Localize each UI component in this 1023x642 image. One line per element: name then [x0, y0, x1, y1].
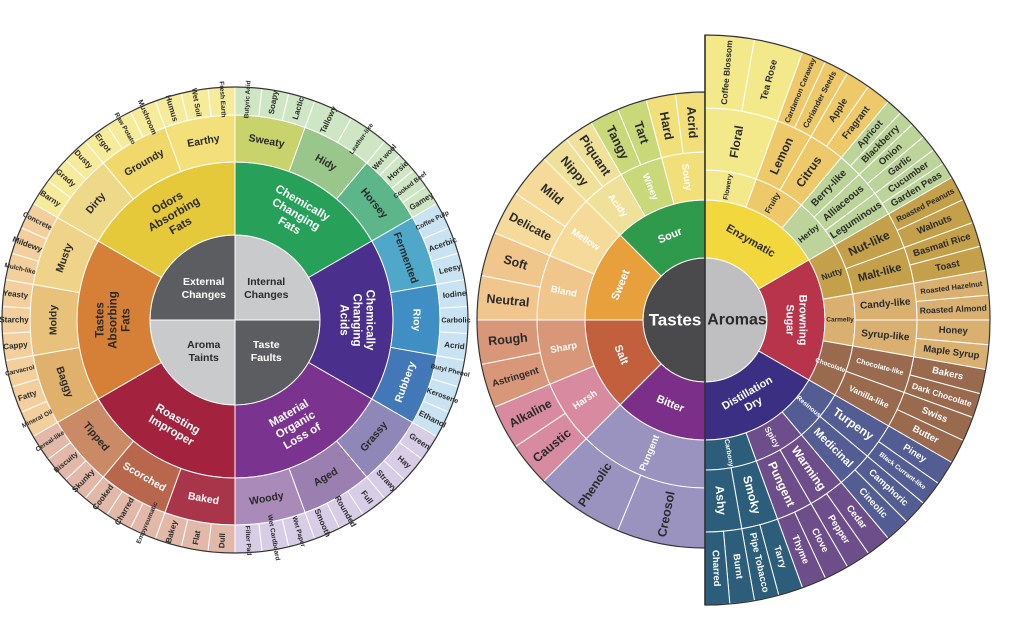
center-label-internal-changes: Changes [244, 289, 289, 301]
sub-label-baked: Baked [187, 490, 220, 507]
aroma-sub-label-carbony: Carbony [723, 439, 735, 468]
defects-outline [1, 86, 469, 554]
sub-label-woody: Woody [248, 490, 285, 508]
center-label-aroma-taints: Taints [189, 352, 219, 364]
group-label-acids-changing-chemically: Changing [351, 293, 363, 346]
aroma-sub-label-carmelly: Carmelly [826, 317, 854, 324]
aroma-item-label-burnt: Burnt [730, 553, 744, 580]
center-label-taste-faults: Faults [251, 352, 282, 364]
item-label-dull: Dull [217, 533, 227, 549]
group-label-fats-absorbing-tastes: Tastes [94, 302, 106, 338]
aroma-mid-label-candy-like: Candy-like [860, 297, 912, 312]
aroma-label-sugar-browning: Sugar [784, 304, 796, 336]
taste-sub-label-soury: Soury [679, 163, 694, 192]
center-label-external-changes: Changes [182, 289, 227, 301]
sub-label-rioy: Rioy [411, 309, 423, 332]
item-label-flat: Flat [191, 530, 202, 546]
tastes-outline [476, 91, 706, 549]
aroma-item-label-charred: Charred [710, 550, 723, 587]
item-label-acrid: Acrid [444, 340, 465, 351]
item-label-fresh-earth: Fresh Earth [218, 81, 227, 117]
item-label-soapy: Soapy [267, 89, 280, 115]
item-label-carbolic: Carbolic [441, 316, 470, 325]
group-label-fats-absorbing-tastes: Fats [121, 308, 133, 332]
aroma-item-label-honey: Honey [939, 325, 969, 337]
item-label-butyric-acid: Butyric Acid [243, 80, 252, 118]
item-label-starchy: Starchy [0, 316, 29, 325]
item-label-yeasty: Yeasty [2, 288, 29, 300]
taste-sub-label-sharp: Sharp [549, 340, 578, 356]
aroma-mid-label-floral: Floral [727, 124, 746, 159]
aroma-label-sugar-browning: Browning [796, 295, 808, 346]
center-label-external-changes: External [183, 276, 225, 288]
aroma-mid-label-ashy: Ashy [713, 485, 730, 516]
taste-item-label-neutral: Neutral [486, 292, 530, 310]
sub-label-earthy: Earthy [186, 132, 220, 150]
taste-item-label-acrid: Acrid [684, 106, 700, 139]
taste-item-label-hard: Hard [657, 110, 676, 141]
center-label-aroma-taints: Aroma [187, 339, 220, 351]
taste-sub-label-bland: Bland [550, 284, 578, 300]
aroma-item-label-roasted-almond: Roasted Almond [920, 303, 987, 316]
group-label-acids-changing-chemically: Acids [337, 304, 349, 335]
center-label-taste-faults: Taste [253, 339, 280, 351]
tastes-wheel: TastesSourSouryAcridHardWineyTartTangyAc… [476, 91, 706, 549]
defects-wheel: ExternalChangesInternalChangesTasteFault… [0, 80, 471, 561]
aroma-sub-label-flowery: Flowery [723, 173, 734, 200]
tastes-center-label: Tastes [649, 311, 702, 330]
group-label-fats-absorbing-tastes: Absorbing [108, 291, 120, 349]
item-label-cappy: Cappy [3, 340, 29, 352]
aroma-item-label-toast: Toast [934, 258, 961, 274]
item-label-filter-pad: Filter Pad [243, 526, 252, 556]
sub-label-moldy: Moldy [48, 305, 60, 335]
aromas-center-label: Aromas [707, 312, 767, 329]
center-label-internal-changes: Internal [247, 276, 285, 288]
taste-item-label-rough: Rough [488, 331, 529, 349]
taste-item-label-soft: Soft [502, 252, 530, 273]
group-label-acids-changing-chemically: Chemically [364, 290, 376, 351]
aromas-outline [704, 34, 991, 606]
aroma-mid-label-syrup-like: Syrup-like [861, 328, 911, 343]
item-label-iodine: Iodine [442, 288, 467, 300]
